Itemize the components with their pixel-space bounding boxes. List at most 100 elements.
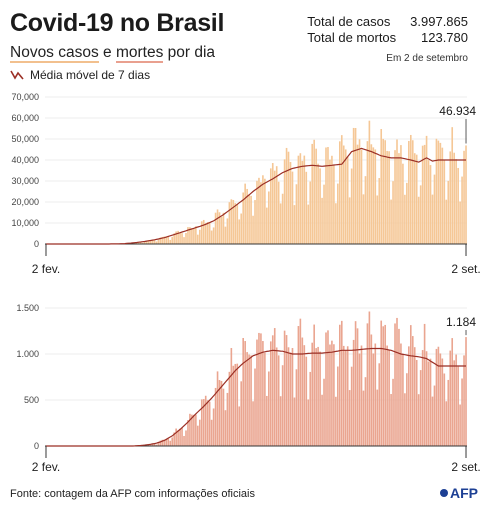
cases-bar xyxy=(465,145,467,244)
afp-logo: AFP xyxy=(440,485,478,501)
deaths-bar xyxy=(327,330,329,446)
cases-bar xyxy=(411,140,414,244)
deaths-bar xyxy=(406,373,408,446)
cases-bar xyxy=(331,155,333,244)
cases-bar xyxy=(291,171,294,244)
deaths-bar xyxy=(392,378,394,446)
deaths-bar xyxy=(443,373,446,446)
cases-bar xyxy=(151,240,154,244)
deaths-bar xyxy=(350,366,353,446)
cases-bar xyxy=(299,153,302,244)
cases-bar xyxy=(303,155,306,244)
deaths-bar xyxy=(409,325,412,446)
cases-bar xyxy=(171,236,174,244)
deaths-bar xyxy=(169,440,172,446)
total-cases-label: Total de casos xyxy=(307,14,391,29)
cases-bar xyxy=(173,233,175,244)
deaths-bar xyxy=(171,437,174,446)
deaths-bar xyxy=(240,381,243,446)
cases-bar xyxy=(435,138,438,244)
deaths-bar xyxy=(291,348,294,446)
cases-bar xyxy=(228,202,231,244)
deaths-bar xyxy=(155,444,158,446)
deaths-bar xyxy=(335,396,337,446)
cases-chart: 0 10,000 20,000 30,000 40,000 50,000 60,000 70,… xyxy=(11,92,480,276)
x-tick-label: 2 fev. xyxy=(32,460,60,474)
deaths-bar xyxy=(413,347,416,446)
deaths-bar xyxy=(376,389,379,446)
last-value-label: 1.184 xyxy=(446,315,476,329)
deaths-bar xyxy=(161,439,164,446)
deaths-chart: 0 500 1.000 1.500 2 fev. 2 set. 1.184 xyxy=(16,303,480,474)
deaths-bar xyxy=(281,365,284,446)
cases-bar xyxy=(193,228,195,244)
deaths-bar xyxy=(238,406,241,446)
cases-bar xyxy=(155,241,158,244)
cases-bar xyxy=(246,188,248,244)
cases-bar xyxy=(388,151,390,244)
deaths-bar xyxy=(208,401,211,446)
cases-bar xyxy=(439,142,442,244)
deaths-bar xyxy=(232,365,235,446)
cases-bar xyxy=(427,160,430,244)
deaths-bar xyxy=(197,425,199,446)
cases-bar xyxy=(181,233,183,244)
deaths-bar xyxy=(283,330,286,446)
cases-bar xyxy=(169,239,172,244)
cases-bar xyxy=(356,144,359,244)
cases-bar xyxy=(321,197,323,244)
deaths-bar xyxy=(388,349,390,446)
cases-bar xyxy=(139,241,142,244)
deaths-bar xyxy=(214,387,217,446)
deaths-bar xyxy=(206,400,209,446)
cases-bar xyxy=(372,147,375,244)
deaths-bar xyxy=(374,343,377,446)
cases-bar xyxy=(167,235,170,244)
deaths-bar xyxy=(331,340,333,446)
deaths-bar xyxy=(293,397,296,446)
y-tick-label: 1.500 xyxy=(16,303,39,313)
deaths-bar xyxy=(384,324,386,446)
deaths-bar xyxy=(262,341,264,446)
page-title: Covid-19 no Brasil xyxy=(10,9,225,37)
cases-bar xyxy=(189,227,191,244)
y-tick-label: 500 xyxy=(24,395,39,405)
deaths-bar xyxy=(386,345,388,446)
cases-bar xyxy=(222,212,225,244)
legend-label: Média móvel de 7 dias xyxy=(30,68,151,82)
deaths-bar xyxy=(329,344,331,446)
cases-bar xyxy=(305,171,308,244)
cases-bar xyxy=(323,184,325,244)
cases-bar xyxy=(301,160,304,244)
cases-bar xyxy=(285,147,288,244)
deaths-bar xyxy=(459,404,461,446)
cases-bar xyxy=(392,181,394,244)
deaths-bar xyxy=(228,371,231,446)
deaths-bar xyxy=(185,430,187,446)
cases-bar xyxy=(419,185,422,244)
cases-bar xyxy=(360,149,363,244)
cases-bar xyxy=(147,240,150,244)
cases-bar xyxy=(342,145,345,244)
y-tick-label: 50,000 xyxy=(11,134,39,144)
deaths-bar xyxy=(181,427,183,446)
deaths-bar xyxy=(429,358,432,446)
cases-bar xyxy=(281,193,284,244)
deaths-bar xyxy=(248,354,250,446)
cases-bar xyxy=(313,139,315,244)
cases-bar xyxy=(214,212,217,244)
as-of-date: Em 2 de setembro xyxy=(386,53,468,64)
deaths-bar xyxy=(198,419,201,446)
cases-bar xyxy=(157,239,160,244)
deaths-bar xyxy=(216,371,219,446)
cases-bar xyxy=(236,204,239,244)
cases-bar xyxy=(344,149,347,244)
cases-bar xyxy=(287,151,290,244)
cases-bar xyxy=(394,150,396,244)
total-deaths-label: Total de mortos xyxy=(307,30,397,45)
cases-bar xyxy=(145,240,148,244)
total-cases-value: 3.997.865 xyxy=(410,14,468,29)
cases-bar xyxy=(447,180,450,244)
x-tick-label: 2 fev. xyxy=(32,262,60,276)
cases-bar xyxy=(258,177,260,244)
